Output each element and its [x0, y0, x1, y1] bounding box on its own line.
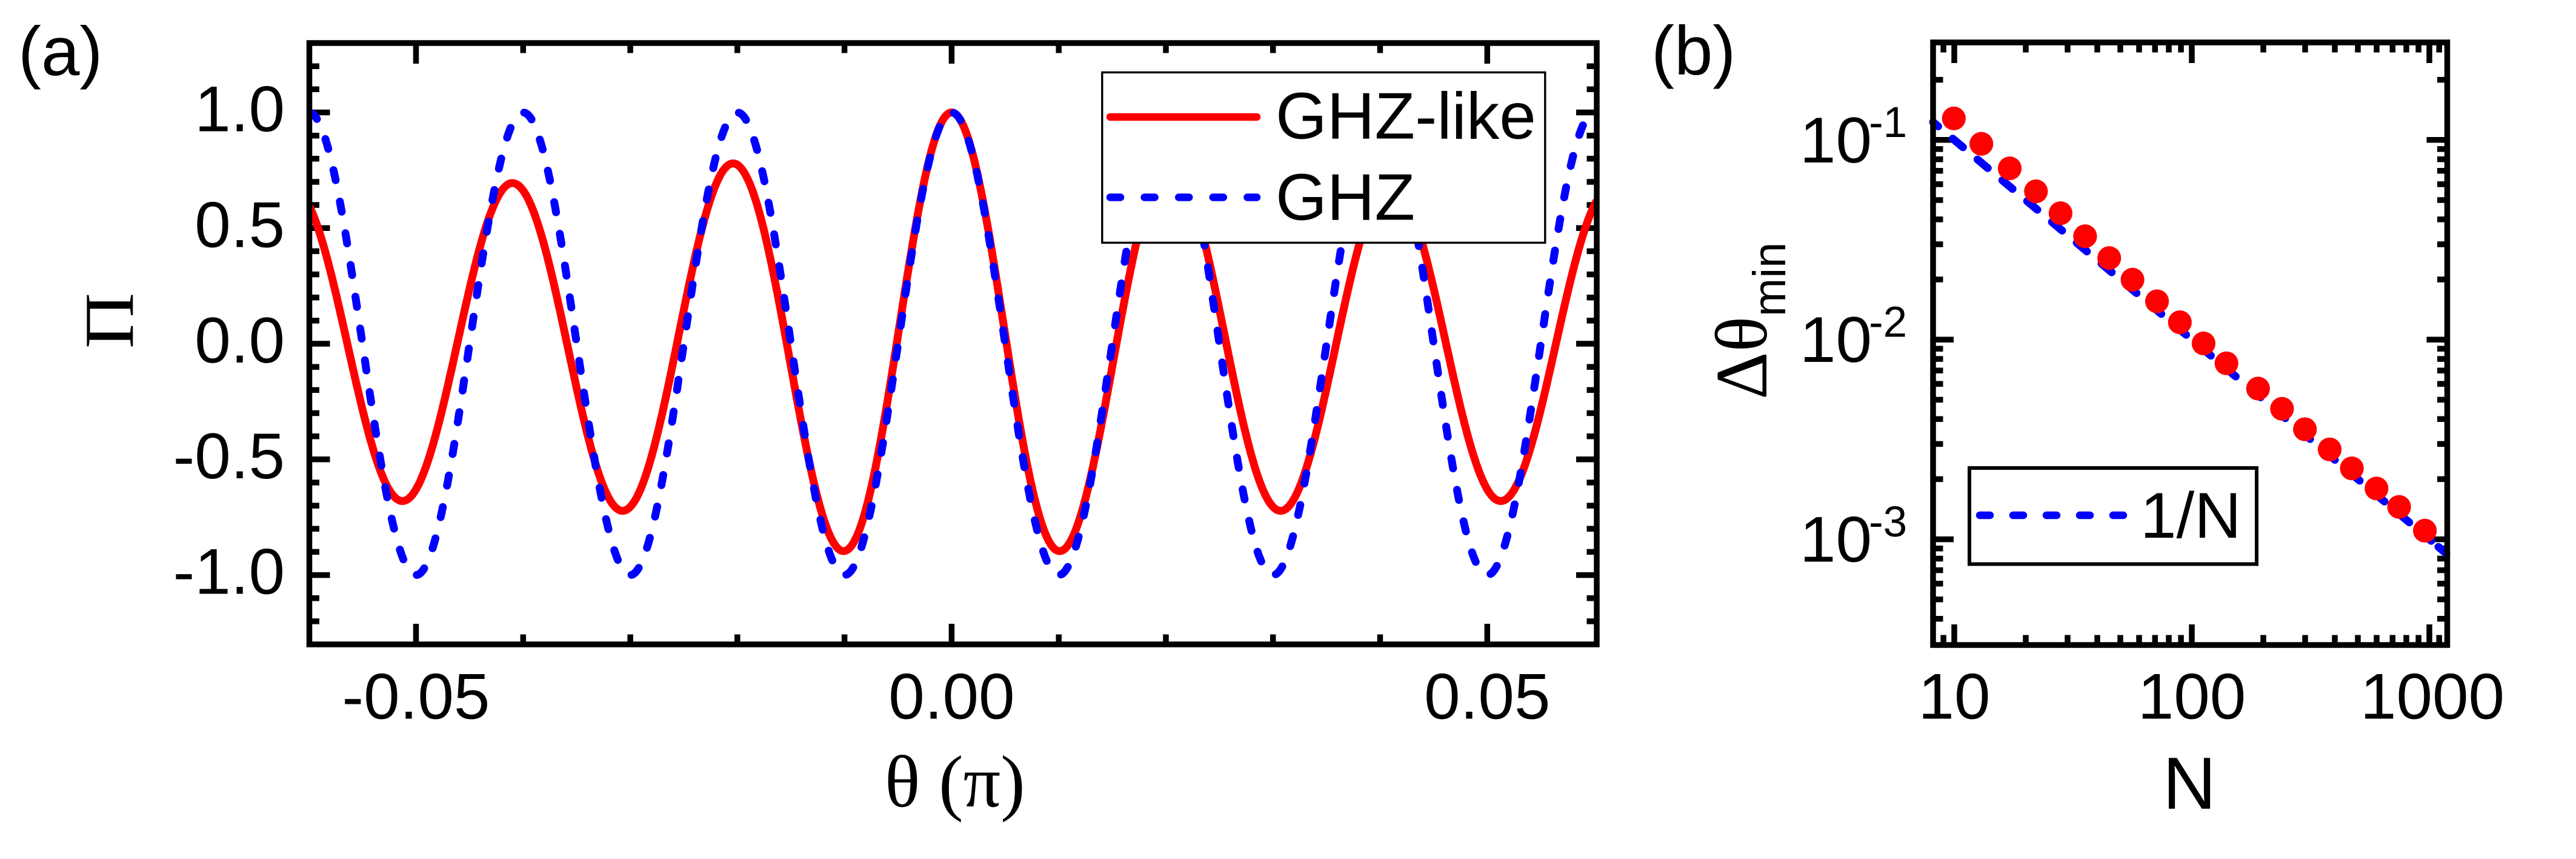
svg-text:1/N: 1/N: [2140, 479, 2242, 552]
svg-text:θ (π): θ (π): [885, 741, 1025, 823]
svg-text:100: 100: [2138, 660, 2246, 733]
svg-text:-0.5: -0.5: [173, 419, 285, 492]
svg-text:GHZ-like: GHZ-like: [1276, 79, 1536, 153]
svg-text:0.05: 0.05: [1424, 660, 1550, 733]
svg-text:-1.0: -1.0: [173, 535, 285, 608]
svg-text:1000: 1000: [2360, 660, 2504, 733]
svg-text:1.0: 1.0: [195, 73, 285, 145]
svg-text:10: 10: [1918, 660, 1990, 733]
svg-text:0.00: 0.00: [888, 660, 1014, 733]
svg-text:-0.05: -0.05: [342, 660, 490, 733]
svg-text:GHZ: GHZ: [1276, 161, 1415, 235]
svg-text:0.5: 0.5: [195, 188, 285, 261]
svg-text:Π: Π: [72, 293, 148, 349]
svg-text:(b): (b): [1651, 13, 1736, 90]
svg-text:(a): (a): [18, 13, 102, 90]
svg-text:0.0: 0.0: [195, 304, 285, 376]
svg-text:N: N: [2163, 742, 2216, 824]
